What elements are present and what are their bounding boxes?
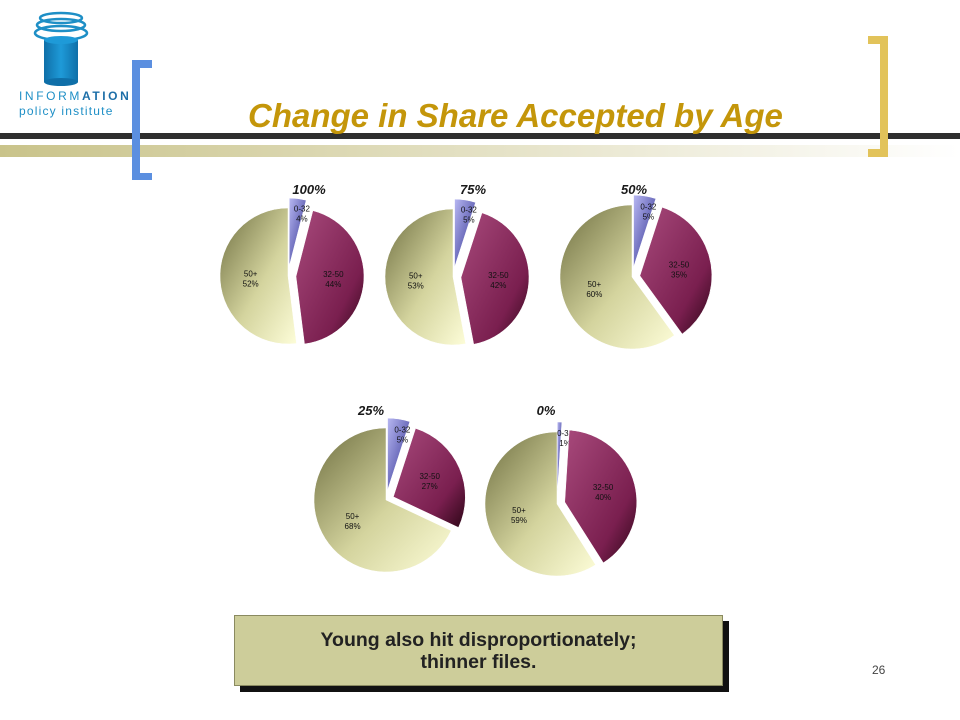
- label-0-32-name: 0-32: [294, 204, 311, 213]
- caption-box: Young also hit disproportionately; thinn…: [234, 615, 723, 686]
- slide-title: Change in Share Accepted by Age: [248, 97, 783, 134]
- caption-text: Young also hit disproportionately; thinn…: [320, 628, 637, 673]
- label-0-32-value: 1%: [559, 439, 571, 448]
- label-32-50-value: 42%: [490, 281, 506, 290]
- pie-title: 25%: [357, 403, 384, 418]
- page-number: 26: [872, 663, 886, 677]
- label-0-32-name: 0-32: [394, 426, 411, 435]
- right-bracket: [868, 36, 888, 157]
- label-32-50-name: 32-50: [323, 270, 344, 279]
- pie-title: 75%: [460, 182, 486, 197]
- slice-50-plus: [384, 208, 467, 346]
- label-50-plus-name: 50+: [588, 280, 602, 289]
- label-0-32-name: 0-32: [461, 206, 478, 215]
- label-50-plus-name: 50+: [346, 512, 360, 521]
- left-bracket: [132, 60, 152, 180]
- slice-32-50: [295, 210, 365, 345]
- pie-title: 100%: [292, 182, 326, 197]
- logo-wordmark: INFORMATION: [19, 89, 132, 103]
- slice-50-plus: [313, 427, 452, 573]
- label-0-32-value: 4%: [296, 214, 308, 223]
- label-0-32-name: 0-32: [557, 429, 574, 438]
- title-underline-dark: [0, 133, 960, 139]
- pie-title: 50%: [621, 182, 647, 197]
- label-32-50-name: 32-50: [593, 483, 614, 492]
- label-0-32-value: 5%: [643, 213, 655, 222]
- label-32-50-value: 44%: [325, 280, 341, 289]
- slice-32-50: [460, 212, 530, 345]
- slice-50-plus: [559, 204, 675, 350]
- slice-0-32: [387, 417, 411, 491]
- logo-icon: [33, 11, 89, 86]
- pie-title: 0%: [537, 403, 556, 418]
- label-50-plus-value: 60%: [586, 290, 602, 299]
- title-decoration: [0, 36, 960, 180]
- label-50-plus-value: 52%: [243, 279, 259, 288]
- label-32-50-value: 35%: [671, 271, 687, 280]
- label-50-plus-name: 50+: [244, 269, 258, 278]
- slice-0-32: [557, 421, 563, 495]
- label-32-50-value: 27%: [422, 482, 438, 491]
- label-50-plus-value: 59%: [511, 516, 527, 525]
- slice-0-32: [289, 197, 307, 267]
- label-32-50-name: 32-50: [488, 271, 509, 280]
- label-50-plus-name: 50+: [409, 272, 423, 281]
- slice-50-plus: [219, 207, 297, 345]
- label-32-50-name: 32-50: [419, 472, 440, 481]
- label-0-32-value: 5%: [397, 436, 409, 445]
- label-32-50-value: 40%: [595, 493, 611, 502]
- slice-32-50: [393, 428, 466, 528]
- label-0-32-name: 0-32: [640, 203, 657, 212]
- slice-32-50: [564, 429, 637, 564]
- label-0-32-value: 5%: [463, 216, 475, 225]
- logo-tagline: policy institute: [19, 104, 114, 118]
- label-50-plus-name: 50+: [512, 506, 526, 515]
- slice-0-32: [633, 194, 657, 268]
- slice-0-32: [454, 198, 476, 268]
- label-32-50-name: 32-50: [669, 261, 690, 270]
- slice-50-plus: [484, 431, 596, 577]
- label-50-plus-value: 53%: [408, 282, 424, 291]
- label-50-plus-value: 68%: [345, 522, 361, 531]
- slice-32-50: [639, 206, 713, 335]
- title-underline-light: [0, 145, 960, 157]
